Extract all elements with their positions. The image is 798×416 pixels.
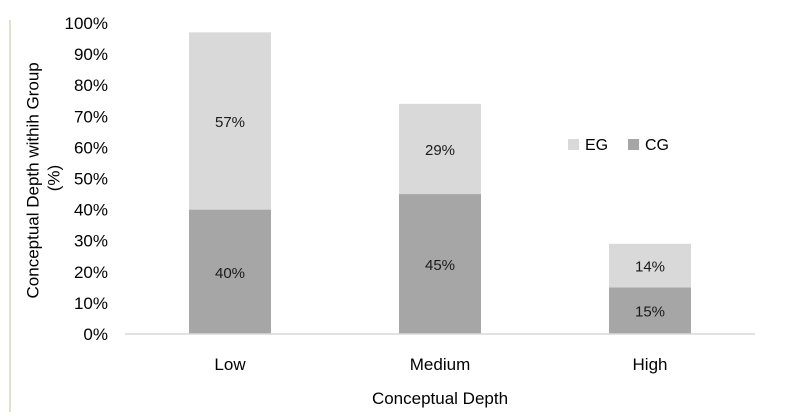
y-axis-title-line-2: (%) — [45, 165, 64, 191]
x-axis-title: Conceptual Depth — [372, 389, 508, 408]
y-tick-label: 90% — [74, 45, 108, 64]
bar-eg-medium — [399, 103, 481, 195]
x-tick-label: Medium — [410, 355, 470, 374]
legend-swatch-eg — [568, 139, 579, 150]
y-axis-ticks: 0% 10% 20% 30% 40% 50% 60% 70% 80% 90% 100% — [65, 14, 108, 344]
data-labels: 40% 57% 45% 29% 15% 14% — [215, 114, 665, 321]
legend-label-cg: CG — [645, 137, 669, 154]
bar-cg-low — [189, 209, 271, 334]
y-tick-label: 10% — [74, 294, 108, 313]
legend-swatch-cg — [628, 139, 639, 150]
bars — [189, 32, 691, 334]
data-label-cg-low: 40% — [215, 265, 245, 282]
data-label-eg-high: 14% — [635, 259, 665, 276]
y-tick-label: 50% — [74, 170, 108, 189]
y-tick-label: 40% — [74, 201, 108, 220]
bar-cg-medium — [399, 194, 481, 334]
x-axis-ticks: Low Medium High — [214, 355, 667, 374]
legend-label-eg: EG — [585, 137, 608, 154]
y-axis-title: Conceptual Depth withih Group (%) — [23, 58, 63, 299]
data-label-cg-high: 15% — [635, 304, 665, 321]
y-tick-label: 70% — [74, 107, 108, 126]
data-label-eg-medium: 29% — [425, 142, 455, 159]
bar-eg-high — [609, 243, 691, 288]
y-tick-label: 60% — [74, 138, 108, 157]
x-tick-label: High — [633, 355, 668, 374]
y-axis-title-line-1: Conceptual Depth withih Group — [23, 62, 42, 298]
y-tick-label: 100% — [65, 14, 108, 33]
y-tick-label: 80% — [74, 76, 108, 95]
data-label-eg-low: 57% — [215, 114, 245, 131]
y-tick-label: 20% — [74, 263, 108, 282]
legend: EG CG — [568, 137, 669, 154]
data-label-cg-medium: 45% — [425, 257, 455, 274]
bar-eg-low — [189, 32, 271, 210]
y-tick-label: 30% — [74, 232, 108, 251]
y-tick-label: 0% — [83, 325, 108, 344]
x-tick-label: Low — [214, 355, 246, 374]
bar-cg-high — [609, 287, 691, 334]
